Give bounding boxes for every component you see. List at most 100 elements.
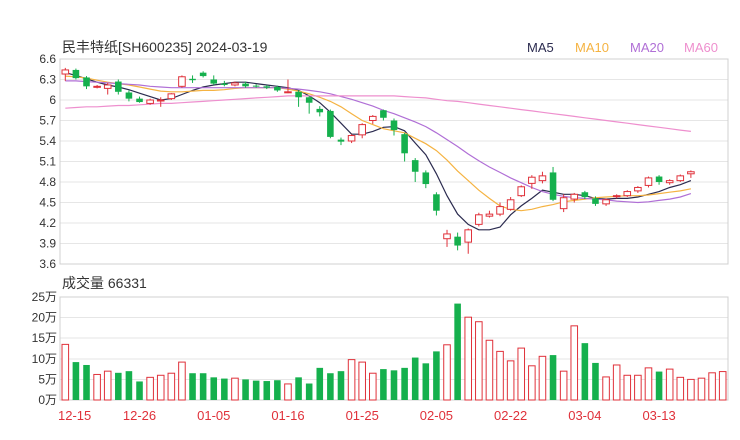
volume-series: [61, 303, 727, 401]
candle: [506, 199, 515, 210]
candle: [644, 177, 653, 186]
candle: [316, 108, 324, 113]
volume-bar: [581, 343, 589, 400]
price-tick-label: 5.1: [39, 155, 56, 169]
volume-bar: [644, 367, 653, 401]
volume-bar: [401, 367, 408, 400]
candlestick-series: [61, 67, 695, 254]
date-tick-label: 12-15: [58, 408, 91, 423]
volume-bar: [528, 365, 536, 401]
price-grid: [59, 58, 729, 265]
candle: [83, 77, 90, 87]
candle: [156, 99, 165, 102]
price-tick-label: 6.6: [39, 52, 56, 66]
volume-bar: [156, 374, 165, 401]
volume-bar: [199, 373, 207, 400]
date-tick-label: 02-22: [494, 408, 527, 423]
candle: [475, 214, 483, 225]
volume-bar: [231, 377, 239, 401]
volume-bar: [146, 376, 154, 401]
volume-tick-label: 5万: [38, 372, 57, 386]
date-tick-label: 03-13: [642, 408, 675, 423]
volume-bar: [263, 381, 271, 400]
candle: [136, 98, 143, 103]
volume-bar: [337, 371, 345, 400]
candle: [358, 124, 366, 136]
volume-tick-label: 10万: [32, 352, 57, 366]
volume-bar: [358, 361, 366, 401]
volume-bar: [623, 374, 632, 401]
volume-bar: [697, 377, 706, 401]
candle: [443, 233, 451, 240]
volume-bar: [708, 372, 716, 401]
candle: [199, 72, 207, 77]
price-axis: 6.6 6.3 6 5.7 5.4 5.1 4.8 4.5 4.2 3.9 3.6: [39, 52, 56, 271]
candle: [305, 97, 313, 103]
volume-bar: [570, 325, 579, 401]
candle: [337, 139, 345, 142]
volume-bar: [485, 339, 494, 401]
price-tick-label: 4.2: [39, 216, 56, 230]
date-tick-label: 01-25: [346, 408, 379, 423]
volume-title: 成交量 66331: [62, 275, 147, 291]
price-tick-label: 4.8: [39, 175, 56, 189]
candle: [178, 76, 186, 87]
volume-bar: [83, 364, 90, 400]
candle: [72, 69, 80, 79]
volume-bar: [475, 321, 483, 401]
legend-ma10: MA10: [575, 40, 609, 55]
date-tick-label: 03-04: [568, 408, 601, 423]
volume-bar: [538, 355, 547, 401]
date-tick-label: 01-05: [197, 408, 230, 423]
volume-bar: [136, 381, 143, 400]
candle: [380, 110, 387, 118]
price-tick-label: 5.7: [39, 114, 56, 128]
candle: [263, 86, 271, 88]
volume-bar: [411, 357, 419, 400]
candle: [274, 87, 281, 91]
candle: [528, 176, 536, 184]
volume-bar: [433, 351, 440, 400]
volume-bar: [549, 355, 557, 400]
candle: [559, 197, 568, 210]
volume-bar: [242, 379, 249, 400]
candle: [167, 93, 176, 100]
candle: [231, 82, 239, 86]
candle: [665, 180, 674, 184]
candle: [146, 99, 154, 104]
price-tick-label: 5.4: [39, 134, 56, 148]
volume-bar: [93, 373, 101, 401]
volume-bar: [61, 343, 70, 401]
candle: [401, 134, 408, 154]
price-tick-label: 4.5: [39, 196, 56, 210]
candle: [485, 213, 494, 217]
volume-bar: [221, 378, 228, 400]
candle: [210, 79, 218, 84]
candle: [252, 85, 260, 87]
volume-tick-label: 20万: [32, 311, 57, 325]
volume-bar: [506, 360, 515, 401]
candle: [655, 176, 663, 182]
volume-bar: [369, 372, 377, 401]
candle: [612, 195, 621, 198]
candle: [581, 192, 589, 198]
volume-axis: 25万 20万 15万 10万 5万 0万: [32, 290, 57, 407]
volume-bar: [592, 362, 599, 400]
candle: [623, 191, 632, 197]
candle: [327, 110, 334, 137]
candle: [570, 193, 579, 200]
volume-bar: [72, 362, 80, 400]
volume-bar: [316, 367, 324, 400]
candle: [687, 171, 695, 175]
volume-bar: [252, 380, 260, 400]
volume-bar: [496, 350, 504, 401]
candle: [549, 172, 557, 200]
volume-bar: [443, 344, 451, 401]
candle: [61, 69, 70, 75]
volume-bar: [665, 368, 674, 401]
volume-bar: [167, 372, 176, 401]
candle: [411, 160, 419, 172]
volume-bar: [347, 359, 356, 401]
volume-bar: [454, 303, 461, 400]
